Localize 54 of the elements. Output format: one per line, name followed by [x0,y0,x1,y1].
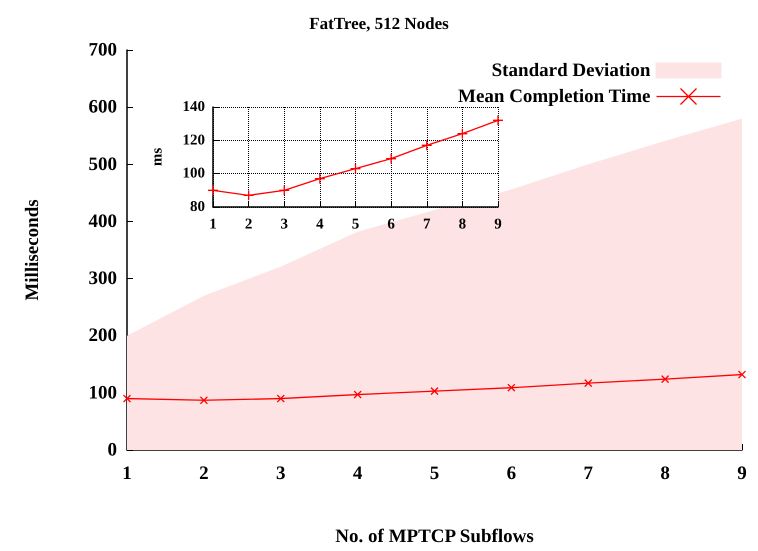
x-tick-label: 2 [244,216,252,232]
y-tick-label: 100 [88,382,117,404]
y-tick-label: 600 [88,96,117,118]
point [430,386,439,396]
point [584,378,592,388]
x-tick-label: 7 [423,216,431,232]
point [353,390,362,399]
point [276,394,285,403]
point [456,128,468,140]
x-tick-label: 6 [387,216,396,232]
x-tick-label: 8 [660,463,670,484]
y-tick-label: 0 [108,440,117,460]
x-tick-label: 7 [584,463,594,484]
x-tick-label: 8 [458,216,466,232]
y-tick-label: 100 [182,166,205,182]
x-tick-label: 3 [276,463,286,484]
point [492,114,504,126]
y-tick-label: 300 [88,268,117,290]
y-tick-label: 80 [190,199,205,215]
point [314,173,326,184]
x-tick-label: 5 [352,216,360,232]
x-tick-label: 9 [494,216,502,232]
y-axis-title: ms [150,148,166,166]
x-tick-label: 1 [209,216,217,232]
point [200,396,208,404]
y-tick-label: 140 [182,99,205,115]
point [122,394,132,403]
y-axis-title: Milliseconds [22,199,43,301]
x-tick-label: 9 [737,463,747,484]
point [207,184,219,196]
point [507,384,516,392]
chart-title: FatTree, 512 Nodes [309,14,450,33]
y-tick-label: 120 [182,132,205,148]
x-axis-title: No. of MPTCP Subflows [335,526,534,547]
point [421,140,432,151]
x-tick-label: 3 [280,216,288,232]
x-tick-label: 5 [430,463,440,484]
legend-label: Standard Deviation [492,60,651,81]
y-tick-label: 500 [88,154,117,175]
point [386,153,397,164]
y-tick-label: 400 [88,210,117,232]
point [350,163,362,174]
x-tick-label: 4 [316,216,324,232]
legend-label: Mean Completion Time [458,86,650,107]
point [660,374,670,384]
x-tick-label: 6 [506,463,516,484]
x-tick-label: 4 [352,463,363,484]
point [738,370,746,379]
y-tick-label: 700 [88,40,117,60]
y-tick-label: 200 [88,325,117,346]
x-tick-label: 2 [199,463,209,484]
point [278,184,290,196]
point [243,190,254,201]
x-tick-label: 1 [122,463,132,484]
